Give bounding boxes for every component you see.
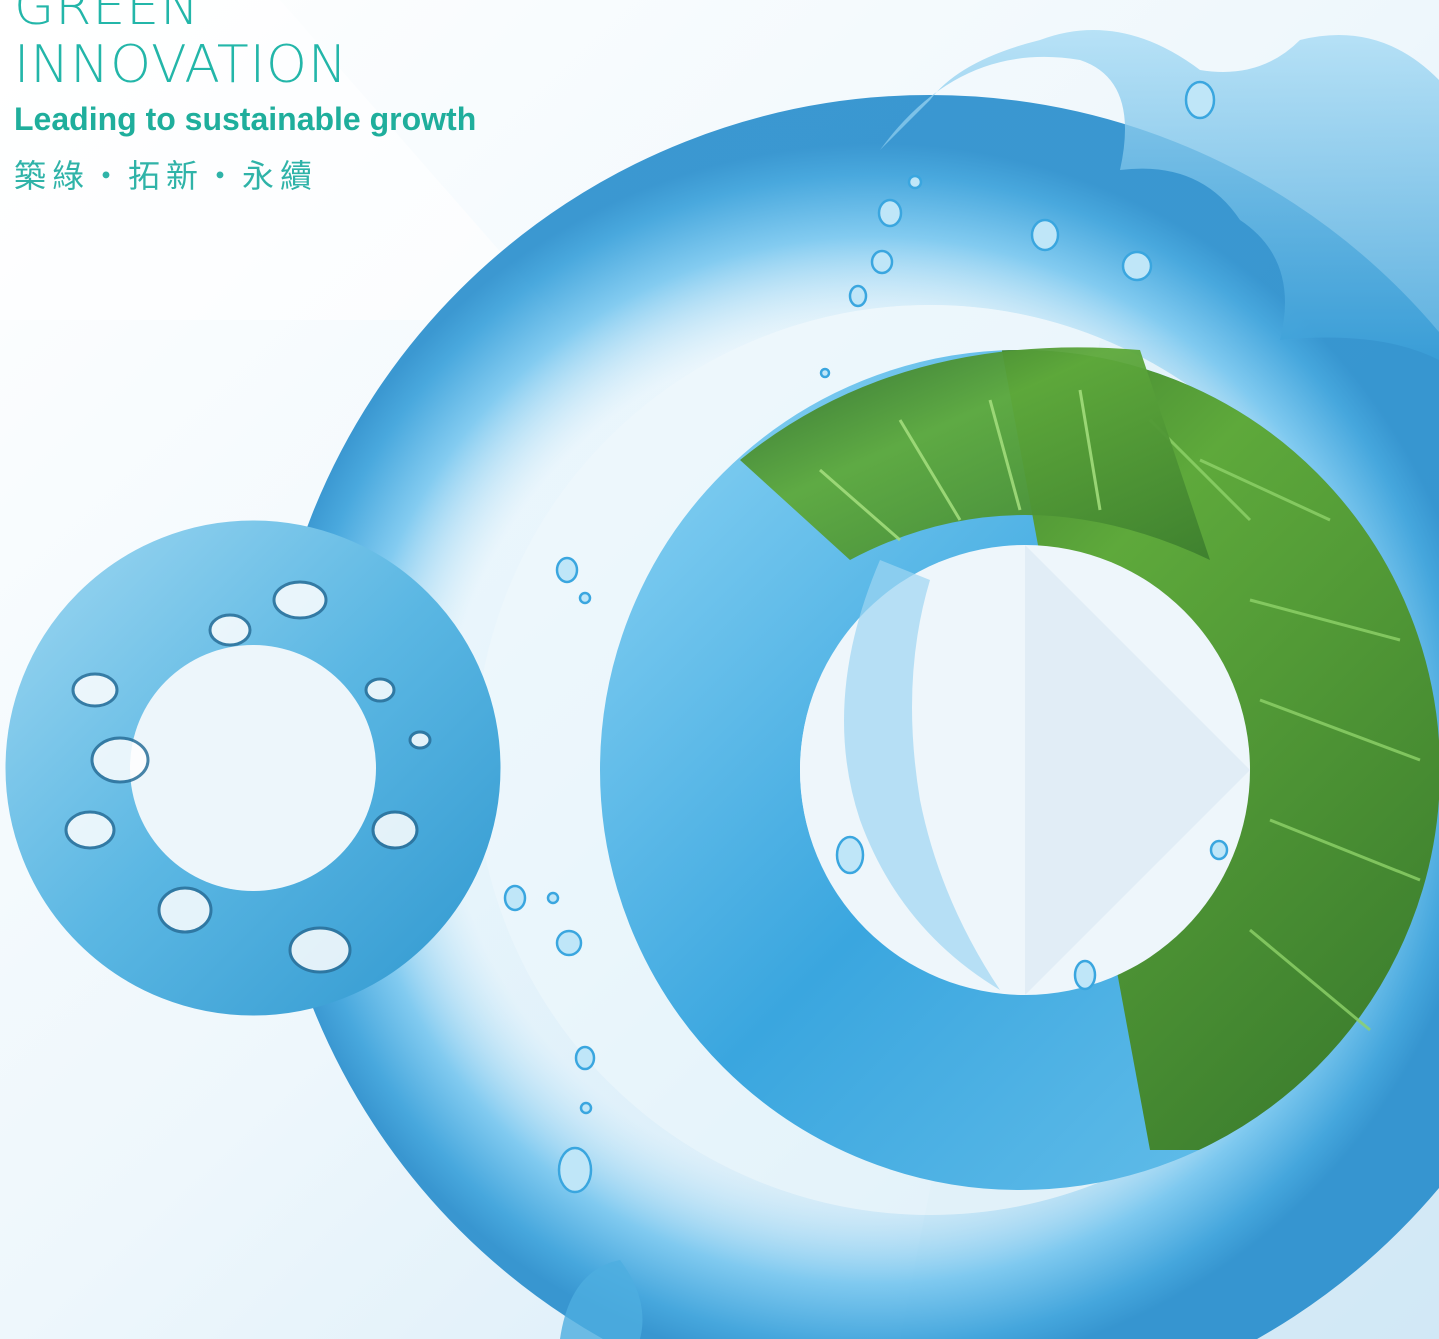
title-line-green: GREEN bbox=[14, 0, 201, 37]
chinese-slogan: 築綠・拓新・永續 bbox=[14, 157, 319, 195]
title-line-innovation: INNOVATION bbox=[14, 35, 348, 95]
tagline: Leading to sustainable growth bbox=[14, 101, 477, 137]
cover-title-block: GREEN INNOVATION Leading to sustainable … bbox=[14, 0, 476, 196]
